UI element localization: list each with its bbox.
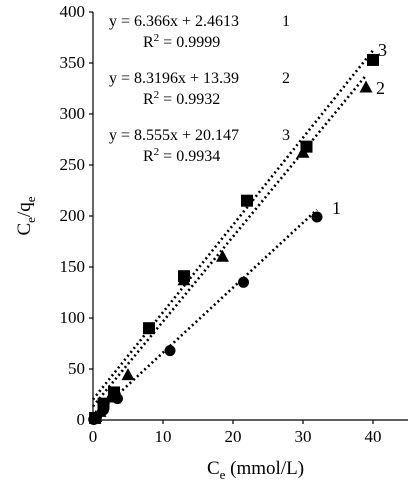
point-series-3 (241, 194, 253, 207)
y-tick-label: 250 (60, 155, 86, 174)
point-series-1 (238, 276, 249, 288)
trendline-series-3 (91, 49, 375, 401)
point-series-3 (300, 140, 313, 153)
x-axis-title: Ce (mmol/L) (207, 458, 304, 482)
r2-series-3: R2 = 0.9934 (143, 146, 220, 165)
y-tick-label: 400 (60, 2, 86, 21)
x-tick-label: 0 (89, 427, 98, 446)
y-tick-label: 150 (60, 257, 86, 276)
trendline-series-2 (91, 74, 368, 408)
equation-number-series-2: 2 (282, 70, 290, 87)
equation-number-series-3: 3 (282, 127, 290, 144)
series-label-2: 2 (376, 78, 385, 98)
equation-number-series-1: 1 (282, 13, 290, 30)
equation-series-3: y = 8.555x + 20.147 (109, 127, 239, 144)
y-tick-label: 200 (60, 206, 86, 225)
point-series-2 (121, 368, 135, 381)
x-tick-label: 10 (155, 427, 172, 446)
x-tick-label: 30 (295, 427, 312, 446)
point-series-2 (216, 249, 229, 262)
point-series-1 (311, 211, 323, 223)
trendline-series-1 (92, 208, 318, 419)
y-tick-label: 300 (60, 104, 86, 123)
point-series-3 (178, 270, 190, 283)
y-tick-label: 100 (60, 308, 86, 327)
equation-series-1: y = 6.366x + 2.4613 (109, 13, 239, 30)
point-series-3 (97, 397, 110, 410)
series-label-1: 1 (332, 198, 341, 218)
point-series-2 (359, 80, 373, 93)
y-axis-title: Ce/qe (14, 196, 38, 235)
y-tick-label: 50 (68, 359, 85, 378)
r2-series-1: R2 = 0.9999 (143, 32, 220, 51)
r2-series-2: R2 = 0.9932 (143, 89, 220, 108)
point-series-3 (89, 411, 102, 424)
equation-series-2: y = 8.3196x + 13.39 (109, 70, 239, 87)
series-label-3: 3 (378, 40, 387, 60)
y-tick-label: 0 (77, 410, 86, 429)
point-series-3 (143, 322, 155, 335)
point-series-1 (164, 345, 176, 357)
x-tick-label: 40 (365, 427, 382, 446)
y-tick-label: 350 (60, 53, 86, 72)
point-series-3 (108, 386, 120, 399)
point-series-3 (367, 53, 379, 66)
x-tick-label: 20 (225, 427, 242, 446)
